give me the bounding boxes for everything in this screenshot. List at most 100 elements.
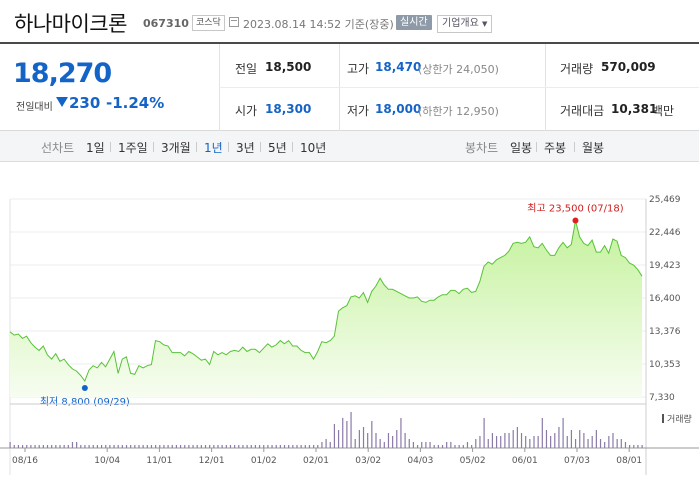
realtime-button[interactable]: 실시간 xyxy=(396,15,432,30)
volume-bar xyxy=(371,421,373,448)
volume-bar xyxy=(550,436,552,448)
volume-bar xyxy=(367,433,369,448)
volume-bar xyxy=(55,445,57,448)
volume-bar xyxy=(113,445,115,448)
volume-bar xyxy=(321,442,323,448)
volume-bar xyxy=(446,442,448,448)
x-tick-label: 11/01 xyxy=(146,456,172,466)
volume-bar xyxy=(441,445,444,448)
volume-bar xyxy=(471,445,473,448)
current-price: 18,270 xyxy=(13,58,112,89)
x-tick-label: 08/16 xyxy=(12,456,38,466)
divider xyxy=(153,142,154,152)
divider xyxy=(574,142,575,152)
volume-bar xyxy=(566,436,568,448)
volume-bar xyxy=(379,439,381,448)
volume-bar xyxy=(545,430,548,448)
price-chart: 25,469 22,446 19,423 16,400 13,376 10,353 7,33… xyxy=(0,195,699,475)
timestamp: 2023.08.14 14:52 기준(장중) xyxy=(243,18,394,31)
max-marker xyxy=(572,217,579,224)
company-overview-dropdown[interactable]: 기업개요 ▼ xyxy=(437,15,493,33)
volume-bar xyxy=(500,436,502,448)
y-tick-label: 16,400 xyxy=(649,294,681,304)
volume-bar xyxy=(641,445,643,448)
divider xyxy=(260,142,261,152)
price-line xyxy=(9,220,643,383)
volume-bar xyxy=(275,445,277,448)
volume-bar xyxy=(624,442,627,448)
amount-value: 10,381 xyxy=(611,102,658,116)
volume-bar xyxy=(346,421,348,448)
annotations: 최고 23,500 (07/18) 최저 8,800 (09/29) xyxy=(40,202,624,407)
volume-bar xyxy=(487,439,489,448)
volume-bar xyxy=(71,442,74,448)
period-1w[interactable]: 1주일 xyxy=(118,141,148,155)
volume-bar xyxy=(633,445,635,448)
volume-bar xyxy=(225,445,227,448)
volume-bar xyxy=(412,442,415,448)
volume-bar xyxy=(80,445,82,448)
period-3y[interactable]: 3년 xyxy=(236,141,255,155)
volume-bar xyxy=(437,445,439,448)
volume-bar xyxy=(59,445,61,448)
lower-limit: (하한가 12,950) xyxy=(418,105,499,118)
price-area xyxy=(10,220,642,397)
volume-bar xyxy=(337,430,340,448)
period-1d[interactable]: 1일 xyxy=(86,141,105,155)
volume-bar xyxy=(396,430,398,448)
volume-bar xyxy=(146,445,148,448)
prev-close-label: 전일 xyxy=(235,62,258,76)
min-marker xyxy=(81,384,88,391)
volume-bar xyxy=(155,445,157,448)
volume-bar xyxy=(288,445,290,448)
divider xyxy=(196,142,197,152)
volume-bar xyxy=(192,445,194,448)
period-5y[interactable]: 5년 xyxy=(268,141,287,155)
volume-bar xyxy=(479,436,481,448)
volume-bar xyxy=(637,445,639,448)
volume-bar xyxy=(392,436,394,448)
volume-bar xyxy=(591,436,593,448)
volume-bar xyxy=(134,445,136,448)
period-1y[interactable]: 1년 xyxy=(204,141,223,155)
volume-bar xyxy=(292,445,294,448)
candle-daily[interactable]: 일봉 xyxy=(510,141,533,155)
period-10y[interactable]: 10년 xyxy=(300,141,327,155)
volume-bar xyxy=(171,445,173,448)
calendar-icon xyxy=(229,17,239,27)
volume-bar xyxy=(533,436,535,448)
volume-bar xyxy=(342,418,344,448)
volume-bar xyxy=(387,433,390,448)
candle-weekly[interactable]: 주봉 xyxy=(544,141,567,155)
candle-monthly[interactable]: 월봉 xyxy=(582,141,605,155)
volume-bar xyxy=(541,418,543,448)
period-3m[interactable]: 3개월 xyxy=(161,141,191,155)
volume-bar xyxy=(258,445,261,448)
x-axis: 08/16 10/04 11/01 12/01 01/02 02/01 03/02 04/03… xyxy=(12,448,642,466)
change-percent: -1.24% xyxy=(106,94,165,112)
volume-bar xyxy=(238,445,240,448)
down-arrow-icon xyxy=(56,97,68,107)
chevron-down-icon: ▼ xyxy=(482,20,488,28)
volume-bar xyxy=(350,412,352,448)
period-bar: 선차트 1일 1주일 3개월 1년 3년 5년 10년 봉차트 일봉 주봉 월봉 xyxy=(0,131,699,162)
x-tick-label: 06/01 xyxy=(512,456,538,466)
volume-bar xyxy=(433,445,435,448)
low-value: 18,000 xyxy=(375,102,422,116)
volume-bar xyxy=(329,442,331,448)
volume-bar xyxy=(504,433,506,448)
volume-bar xyxy=(88,445,90,448)
high-value: 18,470 xyxy=(375,60,422,74)
volume-bar xyxy=(421,442,423,448)
volume-bar xyxy=(13,445,15,448)
volume-bar xyxy=(466,442,469,448)
volume-bar xyxy=(308,445,311,448)
amount-unit: 백만 xyxy=(652,104,675,118)
volume-bar xyxy=(217,445,219,448)
volume-bar xyxy=(179,445,182,448)
open-label: 시가 xyxy=(235,104,258,118)
volume-bar xyxy=(525,436,527,448)
volume-bar xyxy=(358,430,360,448)
volume-bar xyxy=(100,445,103,448)
volume-bar xyxy=(462,445,464,448)
